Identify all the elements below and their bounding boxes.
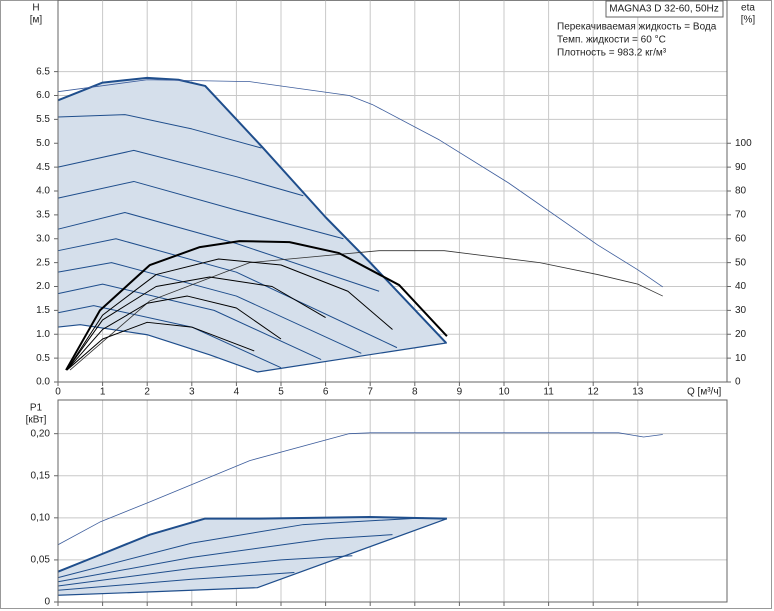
curve [57,572,295,591]
annotation: Плотность = 983.2 кг/м³ [557,48,667,59]
x-tick-label: 9 [457,387,463,398]
y-tick-label: 6.5 [36,66,50,77]
y2-tick-label: 90 [735,162,747,173]
y2-axis-label: eta [741,3,755,14]
annotation: Перекачиваемая жидкость = Вода [557,22,717,33]
y-tick-label: 4.0 [36,186,50,197]
y-tick-label: 5.5 [36,114,50,125]
curve [57,76,447,344]
y-tick-label: 0,20 [31,428,51,439]
x-tick-label: 0 [55,387,61,398]
curve [57,534,393,583]
curve [57,114,262,149]
plot-frame [57,399,728,603]
y2-tick-label: 30 [735,305,747,316]
x-tick-label: 3 [189,387,195,398]
y-axis-unit: [м] [30,15,43,26]
y-tick-label: 3.5 [36,210,50,221]
y2-tick-label: 100 [735,138,752,149]
curve [57,79,664,288]
y-axis-unit: [кВт] [26,415,47,426]
y2-tick-label: 10 [735,353,747,364]
y2-tick-label: 0 [735,377,741,388]
y2-tick-label: 20 [735,329,747,340]
x-tick-label: 5 [278,387,284,398]
curve [66,321,255,371]
y-tick-label: 1.5 [36,305,50,316]
curve [57,324,448,373]
y-axis-label: P1 [30,403,43,414]
y-tick-label: 0,15 [31,470,51,481]
y2-tick-label: 80 [735,186,747,197]
y-axis-label: H [32,3,39,14]
curve [57,432,663,546]
y-tick-label: 0 [44,597,50,608]
y-tick-label: 0,10 [31,512,51,523]
y-tick-label: 2.5 [36,257,50,268]
curve [57,515,447,573]
x-tick-label: 2 [144,387,150,398]
curve [57,180,344,240]
y2-tick-label: 60 [735,233,747,244]
x-tick-label: 13 [632,387,644,398]
y-tick-label: 4.5 [36,162,50,173]
x-tick-label: 10 [498,387,510,398]
y2-tick-label: 70 [735,210,747,221]
curve [66,295,282,371]
y-tick-label: 6.0 [36,90,50,101]
curve [57,555,353,587]
y-tick-label: 0.5 [36,353,50,364]
x-tick-label: 11 [543,387,554,398]
x-tick-label: 6 [323,387,329,398]
curve [57,518,448,596]
x-axis-label: Q [м³/ч] [687,387,722,398]
curve [57,149,304,197]
curve [57,262,362,354]
curve [57,211,380,292]
curve [66,258,393,371]
curve [57,305,282,369]
y-tick-label: 0,05 [31,555,51,566]
operating-range [58,516,447,596]
curve [66,276,326,371]
y2-tick-label: 40 [735,281,747,292]
curve [69,250,663,371]
x-tick-label: 1 [100,387,106,398]
y-tick-label: 5.0 [36,138,50,149]
y-tick-label: 2.0 [36,281,50,292]
y-tick-label: 0.0 [36,377,50,388]
x-tick-label: 8 [412,387,418,398]
x-tick-label: 4 [234,387,240,398]
curve [57,517,424,579]
curve [65,240,448,371]
y2-axis-unit: [%] [741,15,756,26]
y2-tick-label: 50 [735,257,747,268]
legend-text: MAGNA3 D 32-60, 50Hz [609,4,719,15]
annotation: Темп. жидкости = 60 °C [557,35,666,46]
x-tick-label: 7 [367,387,373,398]
legend-box [605,0,724,18]
y-tick-label: 1.0 [36,329,50,340]
x-tick-label: 12 [588,387,600,398]
y-tick-label: 3.0 [36,233,50,244]
